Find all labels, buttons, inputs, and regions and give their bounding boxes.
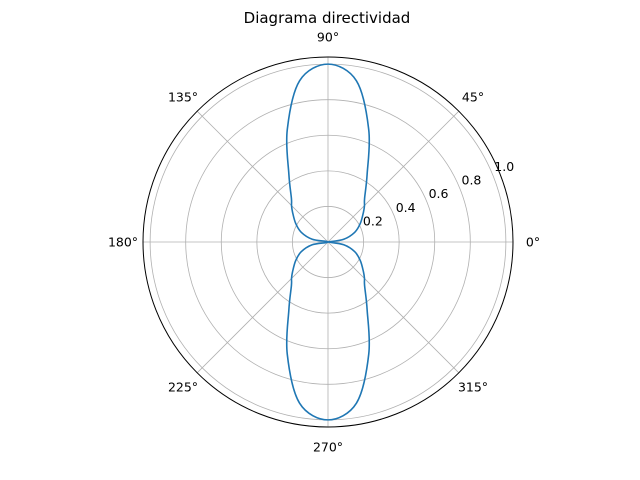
- angular-gridline-45: [327, 110, 460, 243]
- angle-tick-label-180: 180°: [108, 235, 138, 250]
- angle-tick-label-90: 90°: [317, 30, 339, 45]
- angle-tick-label-270: 270°: [313, 440, 343, 455]
- angle-tick-label-225: 225°: [168, 380, 198, 395]
- radial-tick-label-1.0: 1.0: [494, 159, 514, 174]
- radial-tick-label-0.4: 0.4: [396, 200, 416, 215]
- angle-tick-label-135: 135°: [168, 90, 198, 105]
- chart-title: Diagrama directividad: [244, 9, 411, 27]
- angular-gridline-315: [327, 241, 460, 374]
- angular-gridline-225: [196, 241, 329, 374]
- tick-labels: 0° 45° 90° 135° 180° 225° 270° 315° 0.2 0.4 0.6 0.8…: [108, 30, 540, 455]
- angle-tick-label-45: 45°: [462, 90, 484, 105]
- radial-tick-label-0.8: 0.8: [462, 173, 482, 188]
- series-layer: [285, 63, 371, 421]
- radial-tick-label-0.6: 0.6: [429, 186, 449, 201]
- directivity-series-line: [285, 63, 371, 421]
- angle-tick-label-315: 315°: [458, 380, 488, 395]
- polar-outer-frame: [142, 56, 514, 428]
- angular-gridline-135: [196, 110, 329, 243]
- polar-frame: [142, 56, 514, 428]
- radial-tick-label-0.2: 0.2: [363, 213, 383, 228]
- angle-tick-label-0: 0°: [526, 235, 540, 250]
